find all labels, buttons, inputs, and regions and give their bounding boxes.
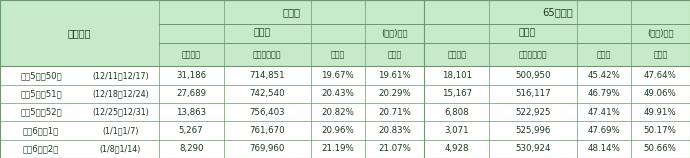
Text: 8,290: 8,290 [179, 144, 204, 153]
Text: 769,960: 769,960 [250, 144, 285, 153]
Text: 48.14%: 48.14% [587, 144, 620, 153]
Text: 13,863: 13,863 [176, 108, 206, 117]
Text: 令和6年第1週: 令和6年第1週 [23, 126, 59, 135]
Text: 65歳以上: 65歳以上 [542, 7, 573, 17]
Text: 47.41%: 47.41% [587, 108, 620, 117]
Text: 49.91%: 49.91% [644, 108, 677, 117]
Text: 20.83%: 20.83% [378, 126, 411, 135]
Text: 15,167: 15,167 [442, 89, 472, 98]
Text: 46.79%: 46.79% [587, 89, 620, 98]
Text: 接種者数: 接種者数 [181, 50, 201, 59]
Text: 20.82%: 20.82% [322, 108, 354, 117]
Text: 令和5年第52週: 令和5年第52週 [21, 108, 62, 117]
Text: 3,071: 3,071 [444, 126, 469, 135]
Bar [0, 103, 690, 121]
Text: (1/8～1/14): (1/8～1/14) [100, 144, 141, 153]
Text: 6,808: 6,808 [444, 108, 469, 117]
Text: 静岡県: 静岡県 [519, 29, 536, 38]
Text: (1/1～1/7): (1/1～1/7) [102, 126, 139, 135]
Text: 742,540: 742,540 [250, 89, 285, 98]
Text: (12/18～12/24): (12/18～12/24) [92, 89, 149, 98]
Text: 31,186: 31,186 [176, 71, 206, 80]
Text: 47.64%: 47.64% [644, 71, 677, 80]
Text: 5,267: 5,267 [179, 126, 204, 135]
Text: 18,101: 18,101 [442, 71, 472, 80]
Text: 令和6年第2週: 令和6年第2週 [23, 144, 59, 153]
Text: 令和5年第50週: 令和5年第50週 [21, 71, 62, 80]
Text: 静岡県: 静岡県 [253, 29, 270, 38]
Text: 接種者数累計: 接種者数累計 [253, 50, 282, 59]
Text: 530,924: 530,924 [515, 144, 551, 153]
Text: 19.67%: 19.67% [322, 71, 354, 80]
Text: 50.66%: 50.66% [644, 144, 677, 153]
Text: 21.19%: 21.19% [322, 144, 354, 153]
Text: 27,689: 27,689 [176, 89, 206, 98]
Text: (参考)全国: (参考)全国 [647, 29, 673, 38]
Text: 19.61%: 19.61% [378, 71, 411, 80]
Text: 接種率: 接種率 [388, 50, 402, 59]
Text: 47.69%: 47.69% [587, 126, 620, 135]
Text: 761,670: 761,670 [250, 126, 285, 135]
Text: 接種者数累計: 接種者数累計 [519, 50, 547, 59]
Text: 522,925: 522,925 [515, 108, 551, 117]
Text: 516,117: 516,117 [515, 89, 551, 98]
Bar [0, 0, 690, 66]
Bar [0, 85, 690, 103]
Text: 全年代: 全年代 [282, 7, 300, 17]
Text: (参考)全国: (参考)全国 [382, 29, 408, 38]
Text: 20.43%: 20.43% [322, 89, 354, 98]
Text: 714,851: 714,851 [250, 71, 285, 80]
Text: 50.17%: 50.17% [644, 126, 677, 135]
Bar [0, 140, 690, 158]
Text: 45.42%: 45.42% [587, 71, 620, 80]
Text: (12/25～12/31): (12/25～12/31) [92, 108, 149, 117]
Text: 接種率: 接種率 [653, 50, 667, 59]
Text: (12/11～12/17): (12/11～12/17) [92, 71, 149, 80]
Text: 4,928: 4,928 [444, 144, 469, 153]
Text: 接種者数: 接種者数 [447, 50, 466, 59]
Text: 21.07%: 21.07% [378, 144, 411, 153]
Text: 525,996: 525,996 [515, 126, 551, 135]
Text: 令和5年第51週: 令和5年第51週 [21, 89, 62, 98]
Text: 500,950: 500,950 [515, 71, 551, 80]
Text: 接種率: 接種率 [596, 50, 611, 59]
Bar [0, 121, 690, 140]
Text: 756,403: 756,403 [250, 108, 285, 117]
Text: 集計期間: 集計期間 [68, 28, 91, 38]
Text: 20.29%: 20.29% [378, 89, 411, 98]
Bar [0, 66, 690, 85]
Text: 接種率: 接種率 [331, 50, 345, 59]
Text: 20.96%: 20.96% [322, 126, 354, 135]
Text: 49.06%: 49.06% [644, 89, 677, 98]
Text: 20.71%: 20.71% [378, 108, 411, 117]
